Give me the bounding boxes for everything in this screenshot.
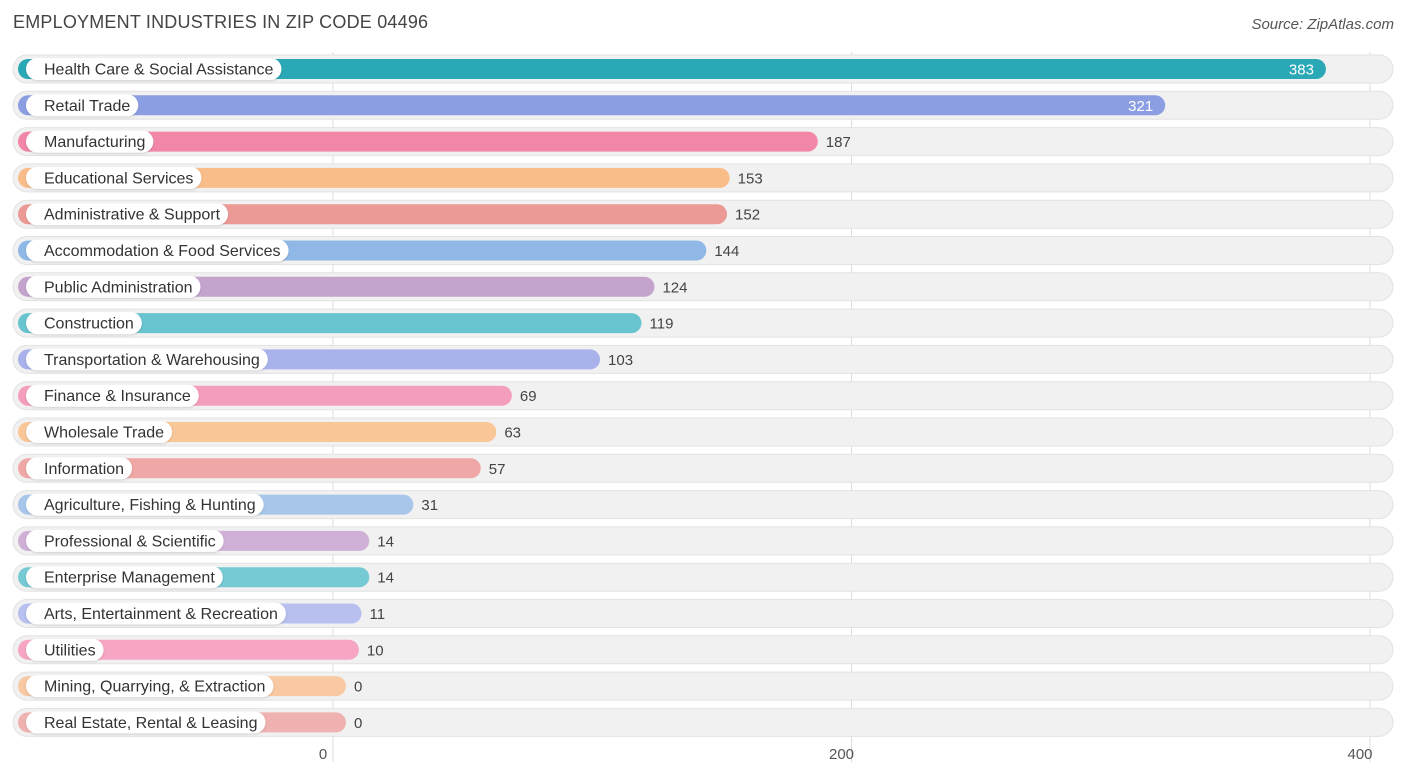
bar[interactable] <box>18 313 642 334</box>
category-label: Administrative & Support <box>44 207 221 224</box>
category-label-pill <box>26 166 202 189</box>
category-label-pill <box>26 493 264 516</box>
value-label: 153 <box>738 170 763 187</box>
value-label: 144 <box>714 243 739 260</box>
category-label-pill <box>26 94 139 117</box>
value-label: 321 <box>1128 98 1153 115</box>
category-label-pill <box>26 421 173 443</box>
category-label: Utilities <box>44 642 96 659</box>
category-label: Retail Trade <box>44 98 130 115</box>
value-label: 31 <box>421 497 438 514</box>
value-label: 0 <box>354 679 362 696</box>
bar[interactable] <box>18 639 359 660</box>
category-label-pill <box>26 711 266 734</box>
value-label: 11 <box>370 606 386 623</box>
category-label: Manufacturing <box>44 134 145 151</box>
value-label: 57 <box>489 461 506 478</box>
category-label: Information <box>44 461 124 478</box>
category-label: Mining, Quarrying, & Extraction <box>44 679 265 696</box>
x-tick-label: 400 <box>1347 746 1372 763</box>
category-label: Construction <box>44 316 134 333</box>
value-label: 103 <box>608 352 633 369</box>
bar-track <box>12 671 1394 701</box>
category-label: Accommodation & Food Services <box>44 243 281 260</box>
bar-track <box>12 707 1394 737</box>
category-label-pill <box>26 638 104 661</box>
value-label: 14 <box>377 570 394 587</box>
category-label: Real Estate, Rental & Leasing <box>44 715 257 732</box>
bar[interactable] <box>18 131 818 152</box>
category-label: Professional & Scientific <box>44 533 216 550</box>
category-label-pill <box>26 130 154 153</box>
category-label: Health Care & Social Assistance <box>44 62 274 79</box>
value-label: 119 <box>650 316 674 333</box>
bar[interactable] <box>18 59 1326 79</box>
chart-title: EMPLOYMENT INDUSTRIES IN ZIP CODE 04496 <box>13 12 429 32</box>
bar-track <box>12 635 1394 665</box>
category-label: Public Administration <box>44 279 193 296</box>
x-tick-label: 200 <box>829 746 854 763</box>
category-label: Agriculture, Fishing & Hunting <box>44 497 256 514</box>
category-label: Arts, Entertainment & Recreation <box>44 606 278 623</box>
bar[interactable] <box>18 458 481 479</box>
value-label: 383 <box>1289 62 1314 79</box>
value-label: 0 <box>354 715 362 732</box>
category-label-pill <box>26 529 224 552</box>
category-label-pill <box>26 602 286 625</box>
category-label-pill <box>26 384 199 407</box>
category-label-pill <box>26 58 282 80</box>
value-label: 63 <box>504 425 521 442</box>
x-tick-label: 0 <box>319 746 327 763</box>
category-label: Educational Services <box>44 170 193 187</box>
value-label: 152 <box>735 207 760 224</box>
bar[interactable] <box>18 95 1166 116</box>
value-label: 69 <box>520 388 537 405</box>
source-label: Source: ZipAtlas.com <box>1251 16 1394 33</box>
category-label-pill <box>26 239 289 262</box>
category-label-pill <box>26 675 274 698</box>
category-label-pill <box>26 457 133 480</box>
category-label-pill <box>26 312 142 335</box>
value-label: 10 <box>367 642 384 659</box>
category-label-pill <box>26 203 229 226</box>
category-label: Wholesale Trade <box>44 425 164 442</box>
category-label-pill <box>26 348 268 371</box>
category-label-pill <box>26 566 223 589</box>
category-label: Enterprise Management <box>44 570 215 587</box>
value-label: 14 <box>377 533 394 550</box>
value-label: 124 <box>662 279 687 296</box>
category-label: Transportation & Warehousing <box>44 352 260 369</box>
category-label-pill <box>26 275 201 298</box>
value-label: 187 <box>826 134 851 151</box>
category-label: Finance & Insurance <box>44 388 191 405</box>
